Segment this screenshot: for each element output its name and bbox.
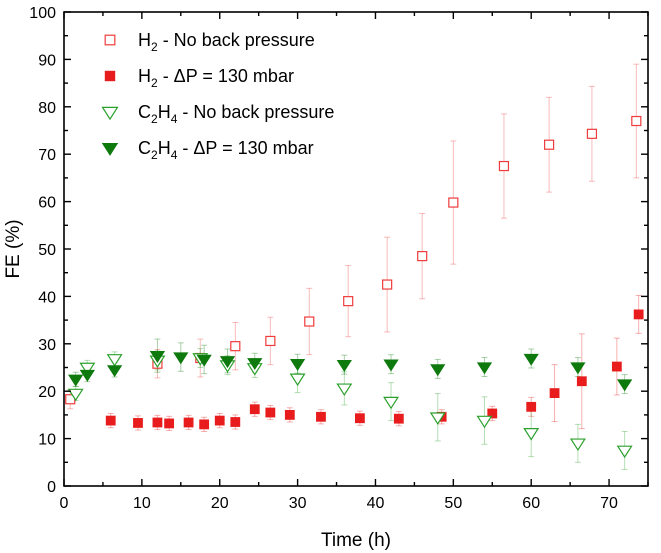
data-point [265,407,276,418]
data-point [230,417,241,427]
data-point [336,383,353,397]
y-tick-label: 40 [38,289,56,306]
data-point [316,411,326,422]
data-point [448,197,459,208]
legend-entry: H2 - No back pressure [138,30,315,54]
y-tick-label: 30 [38,337,56,354]
data-point [249,404,260,415]
y-tick-label: 100 [29,5,56,22]
data-point [487,408,498,419]
legend-marker [104,34,116,46]
data-point [570,362,586,375]
x-tick-label: 30 [289,495,307,512]
data-point [430,364,446,377]
data-point [173,352,189,365]
data-point [196,354,212,367]
data-point [149,350,166,363]
data-point [429,412,446,425]
data-point [230,341,241,352]
data-point [354,413,365,424]
y-tick-label: 50 [38,242,56,259]
data-point [569,438,586,452]
data-point [265,335,276,347]
data-point [79,369,95,382]
data-point [523,428,540,441]
data-point [79,362,96,376]
data-point [152,417,163,428]
data-point [523,353,539,366]
data-point [633,309,644,320]
data-point [133,418,143,428]
y-tick-label: 60 [38,195,56,212]
data-point [476,415,493,429]
data-point [576,376,587,387]
data-point [383,396,400,410]
data-point [106,365,123,378]
data-point [304,316,315,327]
x-tick-label: 0 [60,495,69,512]
data-point [289,373,306,387]
legend-entry: H2 - ΔP = 130 mbar [138,66,294,90]
data-point [214,415,225,426]
legend-marker [101,142,119,156]
y-tick-label: 10 [38,432,56,449]
data-point [68,374,84,387]
data-point [616,445,633,459]
x-tick-label: 50 [444,495,462,512]
data-point [549,388,560,398]
data-point [417,251,428,262]
data-point [383,359,399,372]
legend: H2 - No back pressure H2 - ΔP = 130 mbar C… [101,30,334,162]
data-point [617,379,633,392]
data-point [336,359,352,372]
data-point [183,417,194,428]
legend-entry: C2H4 - No back pressure [138,102,334,126]
x-tick-label: 40 [367,495,385,512]
y-tick-label: 90 [38,52,56,69]
legend-marker [101,106,119,121]
data-point [284,409,295,420]
data-point [498,160,510,172]
data-point [106,354,123,367]
data-point [611,361,622,372]
data-point [382,279,393,290]
y-tick-label: 0 [47,479,56,496]
data-point [105,415,116,426]
legend-marker [104,70,116,82]
data-point [393,413,404,424]
data-point [199,419,210,430]
data-point [289,359,306,372]
data-point [247,358,263,371]
x-tick-label: 10 [133,495,151,512]
data-point [544,139,555,150]
data-point [526,401,537,412]
data-point [586,128,598,139]
y-tick-label: 20 [38,384,56,401]
legend-entry: C2H4 - ΔP = 130 mbar [138,138,314,162]
x-tick-label: 70 [600,495,618,512]
x-axis-label: Time (h) [321,530,391,551]
data-point [476,362,493,375]
axes: 0 10 20 30 40 50 60 70 80 90 100 0 10 20 30 40 50 60 70 [29,5,649,512]
data-point [67,388,84,402]
data-markers [65,115,644,459]
x-tick-label: 60 [522,495,540,512]
data-point [343,296,354,307]
y-tick-label: 70 [38,147,56,164]
y-tick-label: 80 [38,100,56,117]
data-point [631,115,642,127]
data-point [164,418,175,429]
x-tick-label: 20 [211,495,229,512]
data-point [219,356,236,369]
y-axis-label: FE (%) [3,219,24,278]
